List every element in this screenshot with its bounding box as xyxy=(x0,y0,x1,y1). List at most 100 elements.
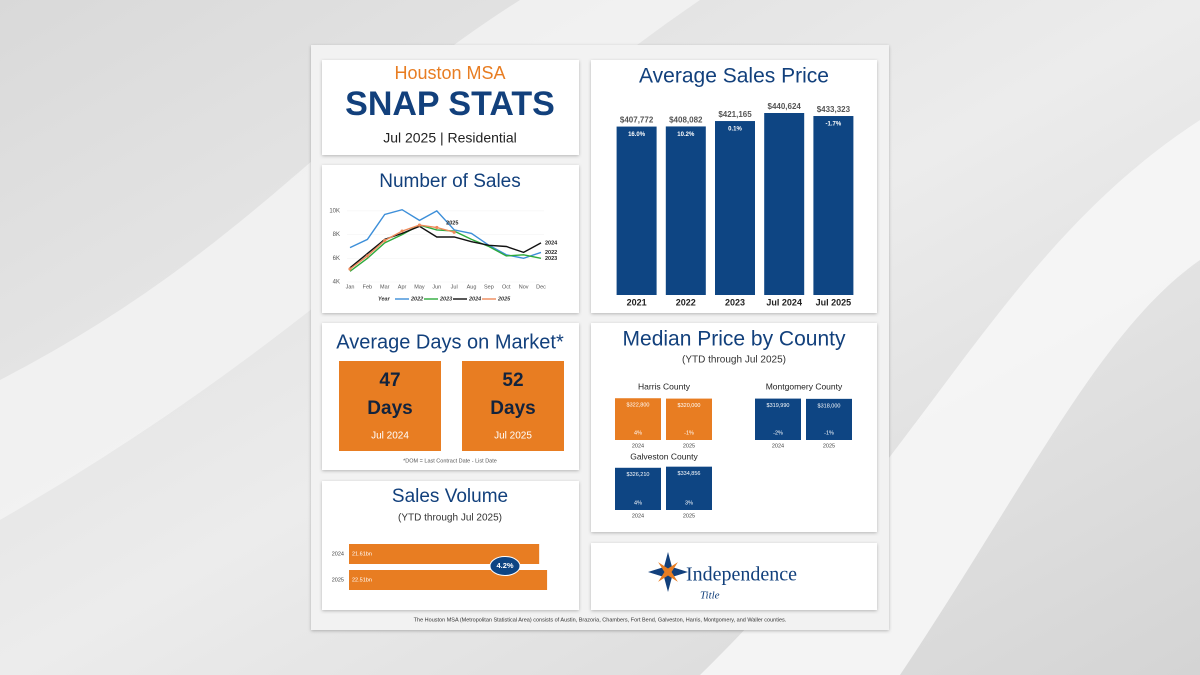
value-label: $407,772 xyxy=(620,116,654,125)
dom-value: 52 xyxy=(502,370,523,391)
series-line xyxy=(349,225,542,269)
legend-label: 2024 xyxy=(468,296,481,302)
point xyxy=(383,238,387,243)
point xyxy=(365,254,369,258)
x-tick-label: Apr xyxy=(398,284,407,290)
x-tick-label: Jun xyxy=(432,284,441,290)
chart-subtitle: (YTD through Jul 2025) xyxy=(682,355,786,366)
x-tick-label: Feb xyxy=(363,284,372,290)
y-tick-label: 6K xyxy=(333,256,340,262)
change-label: -1% xyxy=(684,430,694,436)
change-label: 4% xyxy=(634,500,642,506)
change-label: 4.2% xyxy=(496,561,513,570)
bar xyxy=(349,570,548,590)
x-tick-label: Mar xyxy=(380,284,390,290)
value-label: $322,800 xyxy=(627,403,650,409)
point xyxy=(435,225,439,230)
dom-card-box xyxy=(339,361,441,451)
x-tick-label: Aug xyxy=(467,284,477,290)
dom-period: Jul 2024 xyxy=(371,431,409,442)
value-label: 22.51bn xyxy=(352,577,372,583)
dom-unit: Days xyxy=(367,398,412,419)
dom-title: Average Days on Market* xyxy=(336,331,564,353)
subtitle: Jul 2025 | Residential xyxy=(383,130,517,146)
change-label: 0.1% xyxy=(728,127,742,133)
dom-value: 47 xyxy=(379,370,400,391)
dom-note: *DOM = Last Contract Date - List Date xyxy=(403,458,497,464)
bar xyxy=(615,467,661,510)
change-badge xyxy=(489,556,521,576)
chart-title: Number of Sales xyxy=(379,171,521,192)
value-label: $320,000 xyxy=(678,403,701,409)
bar xyxy=(666,398,712,440)
chart-title: Median Price by County xyxy=(623,328,846,351)
change-label: 4% xyxy=(634,430,642,436)
y-tick-label: 10K xyxy=(329,209,340,215)
chart-subtitle: (YTD through Jul 2025) xyxy=(398,513,502,524)
y-tick-label: 4K xyxy=(333,280,340,286)
x-tick-label: 2021 xyxy=(627,297,647,307)
value-label: $421,165 xyxy=(718,110,752,119)
legend-label: 2023 xyxy=(439,296,452,302)
point xyxy=(452,230,456,234)
x-tick-label: 2022 xyxy=(676,297,696,307)
legend-label: 2025 xyxy=(497,296,511,302)
bar xyxy=(764,113,805,295)
series-end-label: 2025 xyxy=(446,221,458,227)
legend-title: Year xyxy=(378,296,391,302)
logo-star-inner xyxy=(658,562,678,582)
chart-title: Average Sales Price xyxy=(639,65,829,88)
y-tick-label: 8K xyxy=(333,232,340,238)
logo-name: Independence xyxy=(686,564,797,586)
change-label: -1.7% xyxy=(826,122,842,128)
x-tick-label: Oct xyxy=(502,284,511,290)
value-label: $433,323 xyxy=(817,105,851,114)
x-tick-label: May xyxy=(414,284,425,290)
x-tick-label: Dec xyxy=(536,284,546,290)
bar xyxy=(349,544,540,564)
x-tick-label: Jul 2025 xyxy=(816,297,852,307)
x-tick-label: Sep xyxy=(484,284,494,290)
main-title: SNAP STATS xyxy=(345,85,555,123)
point xyxy=(400,229,404,233)
bar xyxy=(615,398,661,440)
x-tick-label: Jul 2024 xyxy=(766,297,802,307)
x-tick-label: 2025 xyxy=(683,443,695,449)
x-tick-label: Nov xyxy=(519,284,529,290)
y-tick-label: 2024 xyxy=(332,551,344,557)
y-tick-label: 2025 xyxy=(332,577,344,583)
change-label: 16.0% xyxy=(628,132,646,138)
bar xyxy=(665,126,706,295)
logo-card xyxy=(591,543,877,610)
change-label: 3% xyxy=(685,500,693,506)
bar xyxy=(666,466,712,510)
value-label: $408,082 xyxy=(669,116,703,125)
change-label: -1% xyxy=(824,430,834,436)
point xyxy=(417,223,422,227)
x-tick-label: Jul xyxy=(451,284,458,290)
x-tick-label: Jan xyxy=(346,284,355,290)
dom-period: Jul 2025 xyxy=(494,431,532,442)
x-tick-label: 2024 xyxy=(632,513,644,519)
dom-card-box xyxy=(462,361,564,451)
value-label: $326,210 xyxy=(627,472,650,478)
county-name: Montgomery County xyxy=(766,381,843,391)
value-label: 21.61bn xyxy=(352,551,372,557)
point xyxy=(348,267,352,271)
series-end-label: 2022 xyxy=(545,250,557,256)
region: Houston MSA xyxy=(394,63,505,83)
value-label: $319,990 xyxy=(767,403,790,409)
logo xyxy=(648,552,688,592)
x-tick-label: 2025 xyxy=(823,443,835,449)
bar xyxy=(715,121,755,295)
legend-label: 2022 xyxy=(410,296,423,302)
chart-title: Sales Volume xyxy=(392,486,508,507)
bar xyxy=(616,126,657,295)
value-label: $318,000 xyxy=(818,403,841,409)
logo-tagline: Title xyxy=(700,590,720,602)
footer: The Houston MSA (Metropolitan Statistica… xyxy=(414,617,787,623)
x-tick-label: 2024 xyxy=(772,443,784,449)
change-label: -2% xyxy=(773,430,783,436)
change-label: 10.2% xyxy=(677,132,695,138)
county-name: Galveston County xyxy=(630,451,698,461)
